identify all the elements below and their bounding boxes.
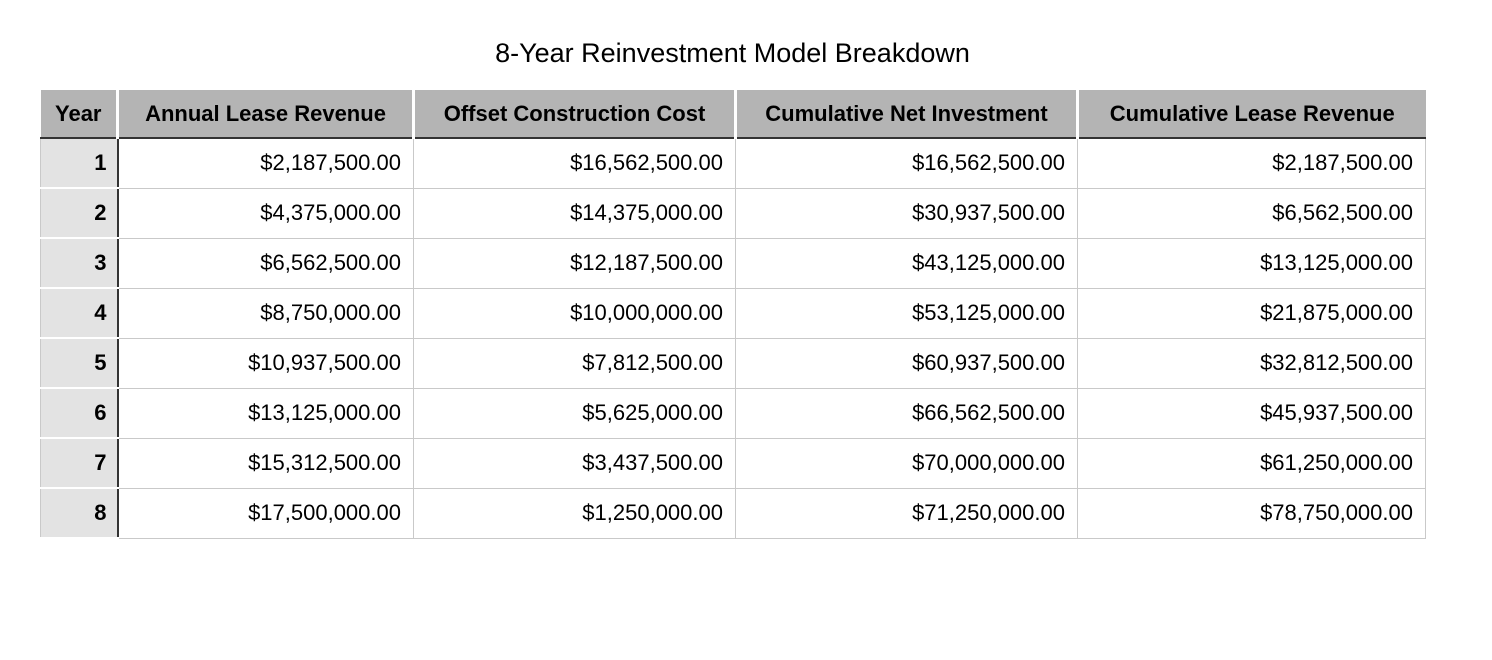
value-cell-annual-lease-revenue: $13,125,000.00 [117, 387, 414, 439]
table-header: Year Annual Lease Revenue Offset Construct… [40, 90, 1426, 139]
value-cell-offset-construction-cost: $3,437,500.00 [413, 437, 736, 489]
value-cell-cumulative-lease-revenue: $78,750,000.00 [1077, 487, 1426, 539]
value-cell-cumulative-lease-revenue: $61,250,000.00 [1077, 437, 1426, 489]
table-row: 7 $15,312,500.00 $3,437,500.00 $70,000,000.… [40, 437, 1426, 489]
value-cell-annual-lease-revenue: $4,375,000.00 [117, 187, 414, 239]
value-cell-cumulative-net-investment: $53,125,000.00 [735, 287, 1078, 339]
value-cell-offset-construction-cost: $5,625,000.00 [413, 387, 736, 439]
year-cell: 1 [40, 137, 119, 189]
value-cell-cumulative-net-investment: $16,562,500.00 [735, 137, 1078, 189]
value-cell-cumulative-net-investment: $43,125,000.00 [735, 237, 1078, 289]
table-row: 5 $10,937,500.00 $7,812,500.00 $60,937,500.… [40, 337, 1426, 389]
column-header-cumulative-lease-revenue: Cumulative Lease Revenue [1077, 90, 1426, 139]
value-cell-offset-construction-cost: $10,000,000.00 [413, 287, 736, 339]
value-cell-annual-lease-revenue: $10,937,500.00 [117, 337, 414, 389]
value-cell-offset-construction-cost: $1,250,000.00 [413, 487, 736, 539]
value-cell-cumulative-lease-revenue: $32,812,500.00 [1077, 337, 1426, 389]
value-cell-cumulative-net-investment: $71,250,000.00 [735, 487, 1078, 539]
page: 8-Year Reinvestment Model Breakdown Year… [0, 38, 1492, 660]
value-cell-annual-lease-revenue: $15,312,500.00 [117, 437, 414, 489]
value-cell-annual-lease-revenue: $6,562,500.00 [117, 237, 414, 289]
value-cell-cumulative-lease-revenue: $2,187,500.00 [1077, 137, 1426, 189]
year-cell: 7 [40, 437, 119, 489]
year-cell: 3 [40, 237, 119, 289]
table-row: 1 $2,187,500.00 $16,562,500.00 $16,562,500.… [40, 137, 1426, 189]
column-header-year: Year [40, 90, 119, 139]
table-header-row: Year Annual Lease Revenue Offset Construct… [40, 90, 1426, 139]
column-header-annual-lease-revenue: Annual Lease Revenue [117, 90, 415, 139]
table-row: 6 $13,125,000.00 $5,625,000.00 $66,562,500.… [40, 387, 1426, 439]
table-body: 1 $2,187,500.00 $16,562,500.00 $16,562,500.… [40, 137, 1426, 539]
value-cell-cumulative-net-investment: $60,937,500.00 [735, 337, 1078, 389]
column-header-offset-construction-cost: Offset Construction Cost [413, 90, 737, 139]
value-cell-offset-construction-cost: $7,812,500.00 [413, 337, 736, 389]
reinvestment-table: Year Annual Lease Revenue Offset Construct… [40, 90, 1426, 539]
value-cell-offset-construction-cost: $16,562,500.00 [413, 137, 736, 189]
year-cell: 5 [40, 337, 119, 389]
table-row: 3 $6,562,500.00 $12,187,500.00 $43,125,000.… [40, 237, 1426, 289]
value-cell-cumulative-lease-revenue: $45,937,500.00 [1077, 387, 1426, 439]
page-title: 8-Year Reinvestment Model Breakdown [495, 38, 970, 68]
table-row: 4 $8,750,000.00 $10,000,000.00 $53,125,000.… [40, 287, 1426, 339]
year-cell: 6 [40, 387, 119, 439]
year-cell: 8 [40, 487, 119, 539]
table-row: 8 $17,500,000.00 $1,250,000.00 $71,250,000.… [40, 487, 1426, 539]
value-cell-offset-construction-cost: $12,187,500.00 [413, 237, 736, 289]
value-cell-offset-construction-cost: $14,375,000.00 [413, 187, 736, 239]
value-cell-annual-lease-revenue: $17,500,000.00 [117, 487, 414, 539]
column-header-cumulative-net-investment: Cumulative Net Investment [735, 90, 1079, 139]
year-cell: 4 [40, 287, 119, 339]
value-cell-cumulative-lease-revenue: $6,562,500.00 [1077, 187, 1426, 239]
value-cell-annual-lease-revenue: $8,750,000.00 [117, 287, 414, 339]
value-cell-annual-lease-revenue: $2,187,500.00 [117, 137, 414, 189]
value-cell-cumulative-net-investment: $66,562,500.00 [735, 387, 1078, 439]
value-cell-cumulative-net-investment: $30,937,500.00 [735, 187, 1078, 239]
table-row: 2 $4,375,000.00 $14,375,000.00 $30,937,500.… [40, 187, 1426, 239]
value-cell-cumulative-lease-revenue: $13,125,000.00 [1077, 237, 1426, 289]
value-cell-cumulative-net-investment: $70,000,000.00 [735, 437, 1078, 489]
value-cell-cumulative-lease-revenue: $21,875,000.00 [1077, 287, 1426, 339]
year-cell: 2 [40, 187, 119, 239]
